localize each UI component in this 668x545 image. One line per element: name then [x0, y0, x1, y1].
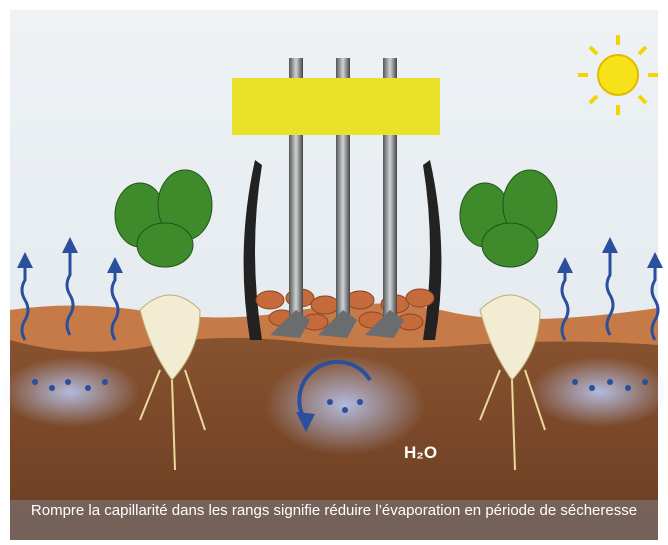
water-glow	[0, 357, 140, 427]
illustration: H₂O Rompre la capillarité dans les rangs…	[0, 0, 668, 545]
water-glow	[265, 355, 425, 455]
frame	[232, 78, 440, 135]
caption: Rompre la capillarité dans les rangs sig…	[10, 500, 658, 540]
scene: H₂O	[0, 0, 668, 545]
water-glow	[530, 357, 668, 427]
h2o-label: H₂O	[404, 443, 437, 462]
